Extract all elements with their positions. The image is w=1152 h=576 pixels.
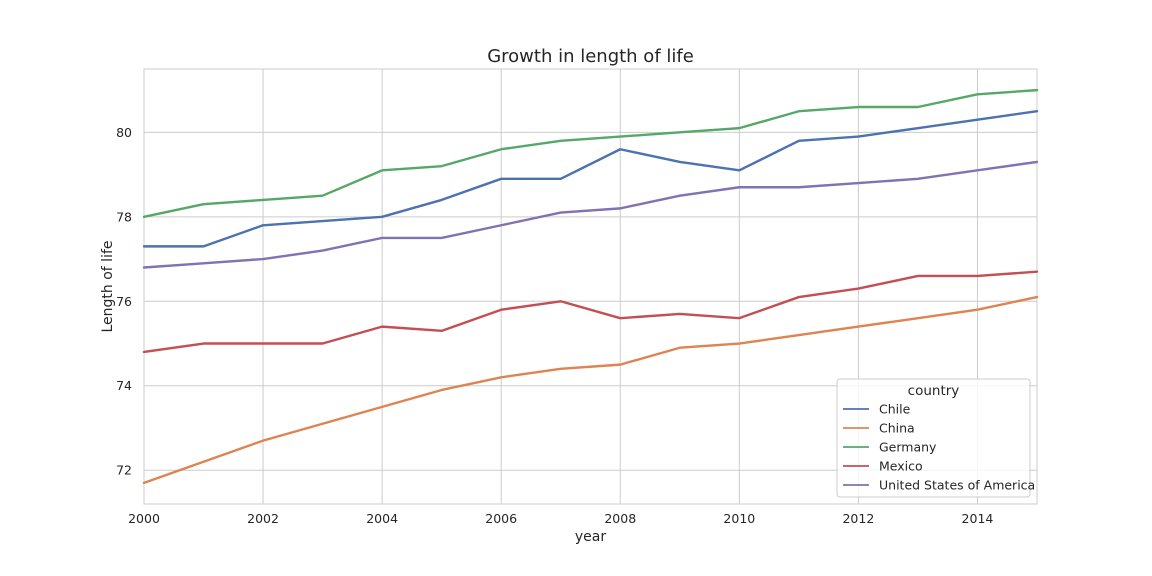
- legend-label: Chile: [879, 402, 911, 417]
- series-line-china: [142, 295, 1039, 485]
- x-tick-label: 2010: [723, 511, 755, 526]
- y-tick-label: 72: [116, 463, 132, 478]
- y-tick-label: 74: [116, 378, 132, 393]
- legend-items: Chile China Germany Mexico United States of …: [843, 402, 1035, 493]
- x-axis-label: year: [575, 529, 606, 545]
- legend-label: United States of America: [879, 478, 1035, 493]
- legend-title: country: [908, 383, 960, 399]
- series-line-germany: [142, 88, 1039, 219]
- y-axis-ticks: 72 74 76 78 80: [116, 125, 132, 478]
- legend-label: Mexico: [879, 459, 923, 474]
- legend-label: Germany: [879, 440, 937, 455]
- legend-label: China: [879, 421, 915, 436]
- series-line-mexico: [142, 270, 1039, 354]
- x-tick-label: 2000: [128, 511, 160, 526]
- chart-title: Growth in length of life: [487, 46, 694, 67]
- y-tick-label: 76: [116, 294, 132, 309]
- legend-box: [836, 378, 1031, 498]
- x-tick-label: 2012: [842, 511, 874, 526]
- x-tick-label: 2008: [604, 511, 636, 526]
- x-tick-label: 2006: [485, 511, 517, 526]
- x-axis-ticks: 2000 2002 2004 2006 2008 2010 2012 2014: [128, 511, 993, 526]
- y-axis-label: Length of life: [100, 240, 116, 332]
- x-tick-label: 2014: [962, 511, 994, 526]
- plot-area-frame: [143, 68, 1038, 505]
- series-line-united-states-of-america: [142, 160, 1039, 269]
- y-tick-label: 80: [116, 125, 132, 140]
- y-tick-label: 78: [116, 209, 132, 224]
- x-tick-label: 2004: [366, 511, 398, 526]
- series-lines: [142, 88, 1039, 485]
- series-line-chile: [142, 110, 1039, 248]
- x-tick-label: 2002: [247, 511, 279, 526]
- legend: country Chile China Germany Mexico United St…: [836, 378, 1035, 498]
